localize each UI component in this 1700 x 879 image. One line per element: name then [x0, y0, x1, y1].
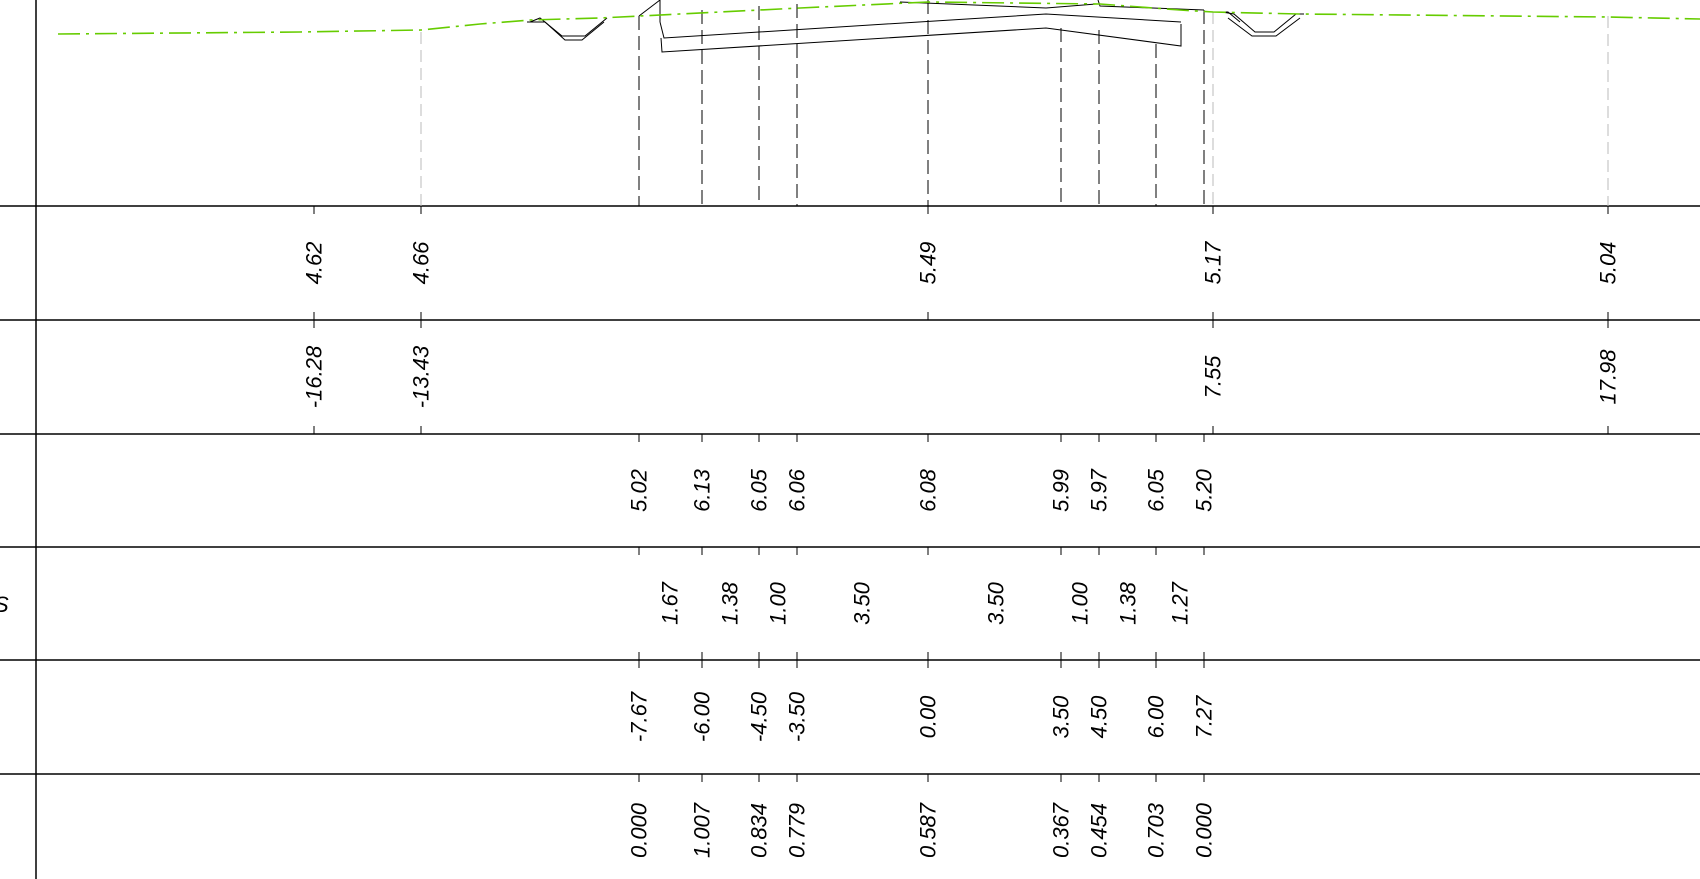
segment-width-value: 1.38	[1116, 581, 1141, 625]
pavement-top-line	[899, 1, 1047, 9]
ground-elevation-value: 5.17	[1201, 241, 1226, 285]
pavement-layer-outline	[638, 0, 661, 17]
design-offset-value: 4.50	[1087, 695, 1112, 739]
design-elevation-value: 5.97	[1087, 468, 1112, 512]
cross-slope-value: 0.000	[1192, 802, 1217, 858]
right-ditch-outline	[1221, 11, 1304, 33]
pavement-layer-outline	[660, 24, 1182, 53]
design-elevation-value: 6.05	[747, 468, 772, 512]
design-elevation-value: 6.05	[1144, 468, 1169, 512]
pavement-layer-outline	[659, 13, 1182, 39]
left-ditch-outline	[529, 17, 608, 37]
ground-elevation-value: 4.62	[302, 242, 327, 285]
design-offset-value: -4.50	[747, 691, 772, 742]
design-offset-value: -7.67	[627, 691, 652, 742]
cross-slope-value: 0.703	[1144, 802, 1169, 858]
row-header-fragment: S	[0, 592, 9, 617]
design-elevation-value: 5.02	[627, 469, 652, 512]
design-elevation-value: 6.13	[690, 468, 715, 512]
segment-width-value: 1.27	[1168, 581, 1193, 625]
segment-width-value: 3.50	[850, 581, 875, 625]
ground-elevation-value: 4.66	[409, 241, 434, 285]
left-ditch-outline	[527, 21, 605, 41]
segment-width-value: 1.38	[718, 581, 743, 625]
right-ditch-outline	[1227, 17, 1301, 37]
design-offset-value: 6.00	[1144, 695, 1169, 739]
design-offset-value: -6.00	[690, 691, 715, 742]
cross-slope-value: 0.454	[1087, 803, 1112, 858]
value-labels: 4.62 4.66 5.49 5.17 5.04 -16.28 -13.43 7.55 17.9…	[302, 241, 1621, 858]
design-offset-value: 0.00	[916, 695, 941, 739]
ground-offset-value: -16.28	[302, 345, 327, 408]
ground-elevation-value: 5.49	[916, 242, 941, 285]
road-structure	[527, 0, 1304, 53]
pavement-top-line	[1045, 3, 1097, 9]
cross-slope-value: 0.779	[785, 803, 810, 858]
ground-offset-value: -13.43	[409, 345, 434, 408]
ground-offset-value: 17.98	[1596, 349, 1621, 405]
design-elevation-value: 5.20	[1192, 468, 1217, 512]
segment-width-value: 1.67	[658, 581, 683, 625]
segment-width-value: 1.00	[766, 581, 791, 625]
ground-offset-value: 7.55	[1201, 355, 1226, 399]
design-elevation-value: 5.99	[1049, 469, 1074, 512]
ground-elevation-value: 5.04	[1596, 242, 1621, 285]
natural-ground-line	[57, 1, 1700, 35]
cross-slope-value: 0.000	[627, 802, 652, 858]
segment-width-value: 1.00	[1068, 581, 1093, 625]
segment-width-value: 3.50	[984, 581, 1009, 625]
design-elevation-value: 6.06	[785, 468, 810, 512]
station-dash-lines	[420, 0, 1609, 206]
cross-slope-value: 1.007	[690, 802, 715, 858]
cross-slope-value: 0.367	[1049, 802, 1074, 858]
design-elevation-value: 6.08	[916, 468, 941, 512]
value-ticks	[313, 206, 1609, 782]
cross-slope-value: 0.834	[747, 803, 772, 858]
cross-slope-value: 0.587	[916, 802, 941, 858]
design-offset-value: 3.50	[1049, 695, 1074, 739]
design-offset-value: -3.50	[785, 691, 810, 742]
design-offset-value: 7.27	[1192, 695, 1217, 739]
